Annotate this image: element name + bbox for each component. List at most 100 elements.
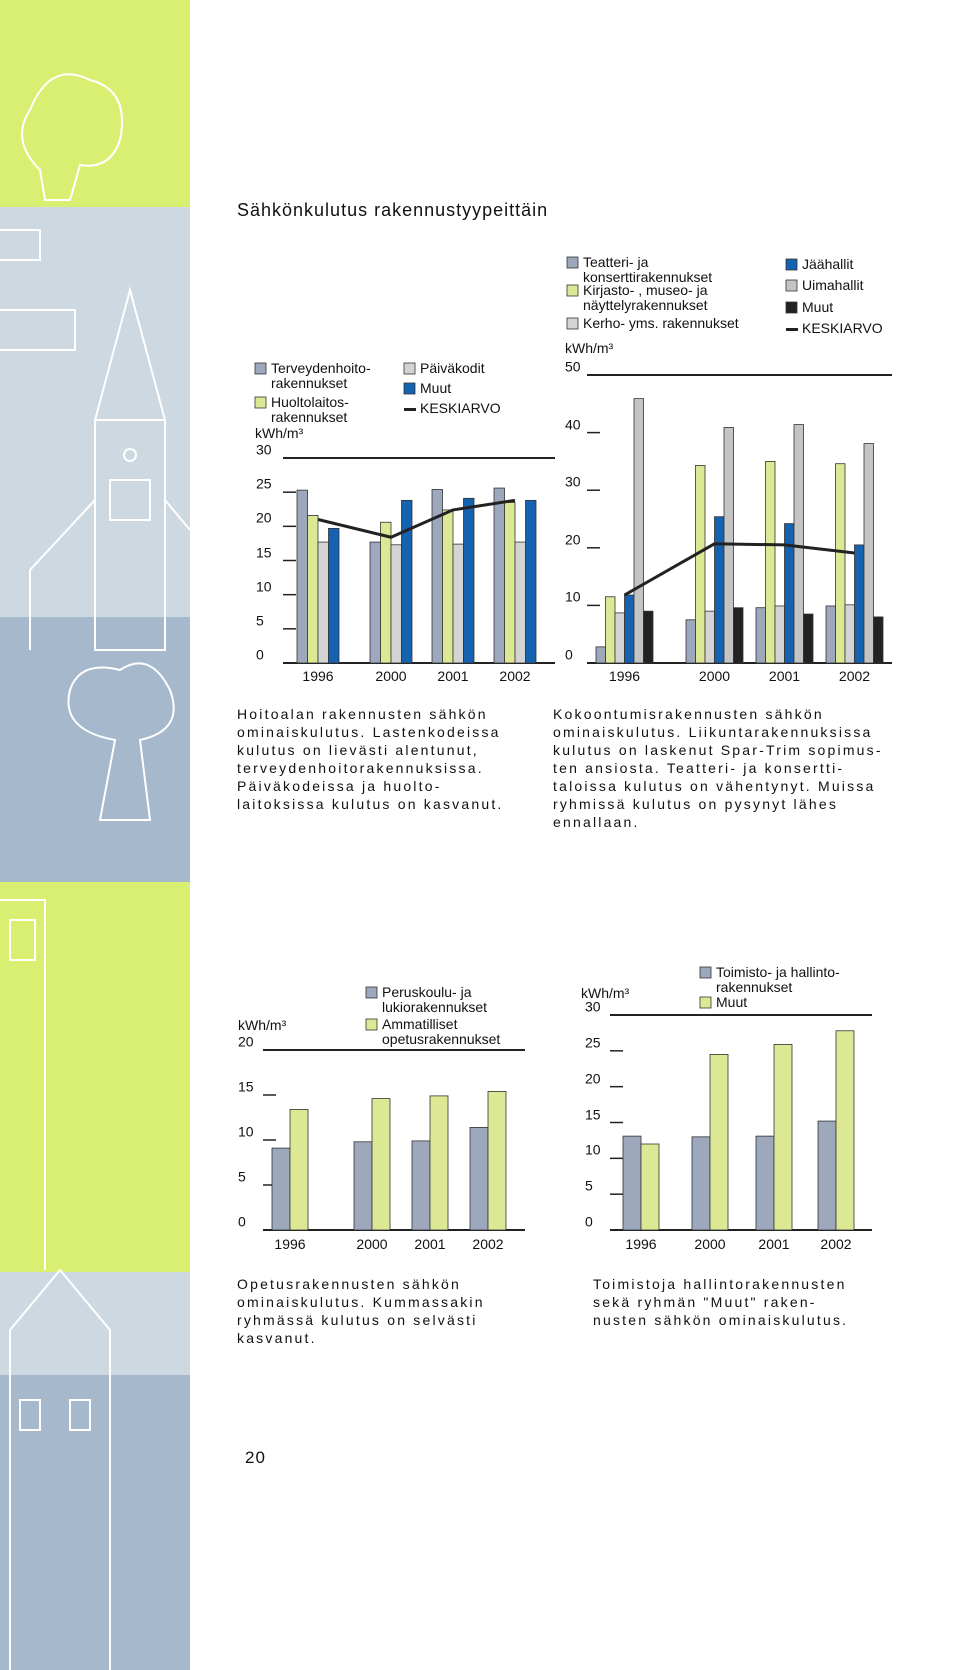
y-tick-label: 20 — [565, 531, 581, 548]
caption: Toimistoja hallintorakennusten sekä ryhm… — [593, 1276, 849, 1328]
legend-marker — [403, 362, 416, 375]
bar — [469, 1127, 489, 1231]
y-tick-label: 20 — [238, 1033, 254, 1050]
bar — [390, 544, 402, 664]
bar — [442, 509, 454, 664]
y-tick-label: 40 — [565, 416, 581, 433]
legend-label: Uimahallit — [802, 277, 864, 293]
y-tick-label: 10 — [565, 588, 581, 605]
x-tick-label: 2001 — [437, 668, 469, 684]
legend-label: Peruskoulu- ja lukiorakennukset — [382, 984, 488, 1015]
x-tick-label: 1996 — [608, 668, 641, 684]
legend-label: Huoltolaitos- rakennukset — [271, 394, 349, 425]
bar — [401, 499, 413, 664]
y-tick-label: 50 — [565, 358, 581, 375]
bar — [380, 521, 392, 664]
x-tick-label: 1996 — [625, 1236, 657, 1252]
bar — [525, 499, 537, 664]
x-tick-label: 2002 — [472, 1236, 504, 1252]
bar — [452, 543, 464, 664]
bar — [624, 594, 635, 664]
y-tick-label: 15 — [238, 1078, 254, 1095]
bar — [733, 607, 744, 664]
legend-marker — [365, 1018, 378, 1031]
legend-marker — [785, 301, 798, 314]
y-tick-label: 0 — [256, 646, 264, 663]
bar — [825, 605, 836, 664]
bar — [695, 465, 706, 664]
bar — [765, 460, 776, 664]
bar — [605, 596, 616, 664]
y-tick-label: 25 — [585, 1034, 601, 1051]
legend-label: Kerho- yms. rakennukset — [583, 315, 739, 331]
bar — [873, 616, 884, 664]
y-tick-label: 10 — [238, 1123, 254, 1140]
legend-label: Terveydenhoito- rakennukset — [271, 360, 371, 391]
average-line — [623, 542, 855, 597]
bar — [271, 1147, 291, 1231]
caption: Hoitoalan rakennusten sähkön ominaiskulu… — [237, 706, 504, 812]
legend-label: KESKIARVO — [420, 400, 501, 416]
bar — [685, 619, 696, 664]
x-tick-label: 2000 — [375, 668, 407, 684]
x-tick-label: 1996 — [302, 668, 334, 684]
band — [0, 617, 190, 882]
legend-label: Teatteri- ja konserttirakennukset — [583, 254, 713, 285]
band — [0, 1375, 190, 1670]
bar — [369, 541, 381, 664]
bar — [863, 443, 874, 664]
y-tick-label: 30 — [585, 998, 601, 1015]
y-tick-label: 30 — [256, 441, 272, 458]
legend-marker — [254, 396, 267, 409]
legend-label: Päiväkodit — [420, 360, 485, 376]
bar — [704, 610, 715, 664]
bar — [622, 1135, 642, 1231]
caption: Opetusrakennusten sähkön ominaiskulutus.… — [237, 1276, 485, 1346]
bar — [296, 489, 308, 664]
bar — [353, 1141, 373, 1231]
legend-label: Jäähallit — [802, 256, 854, 272]
bar — [463, 497, 475, 664]
bar — [633, 398, 644, 664]
y-tick-label: 0 — [585, 1213, 593, 1230]
x-tick-label: 2001 — [414, 1236, 446, 1252]
bar — [493, 487, 505, 664]
y-tick-label: 25 — [256, 475, 272, 492]
bar — [411, 1140, 431, 1231]
legend-marker — [254, 362, 267, 375]
bar — [614, 612, 625, 664]
caption: Kokoontumisrakennusten sähkön ominaiskul… — [553, 706, 883, 830]
x-tick-label: 2001 — [758, 1236, 790, 1252]
x-tick-label: 2000 — [698, 668, 731, 684]
legend-marker — [404, 408, 416, 411]
legend-label: Muut — [716, 994, 748, 1010]
y-tick-label: 5 — [585, 1177, 593, 1194]
x-tick-label: 2002 — [820, 1236, 852, 1252]
average-line — [317, 498, 516, 539]
page-title: Sähkönkulutus rakennustyypeittäin — [237, 200, 549, 220]
unit-label: kWh/m³ — [255, 425, 304, 441]
bar — [803, 613, 814, 664]
unit-label: kWh/m³ — [565, 340, 614, 356]
bar — [487, 1091, 507, 1231]
legend-label: Ammatilliset opetusrakennukset — [382, 1016, 501, 1047]
bar — [755, 1135, 775, 1231]
y-tick-label: 0 — [565, 646, 573, 663]
bar — [595, 646, 606, 664]
y-tick-label: 5 — [238, 1168, 246, 1185]
unit-label: kWh/m³ — [581, 985, 630, 1001]
bar — [371, 1098, 391, 1231]
bar — [328, 527, 340, 664]
legend-marker — [785, 258, 798, 271]
legend-label: Muut — [420, 380, 452, 396]
bar — [317, 541, 329, 664]
legend-marker — [365, 986, 378, 999]
band — [0, 0, 190, 207]
x-tick-label: 2000 — [694, 1236, 726, 1252]
bar — [774, 605, 785, 664]
y-tick-label: 20 — [585, 1070, 601, 1087]
bar — [709, 1054, 729, 1231]
